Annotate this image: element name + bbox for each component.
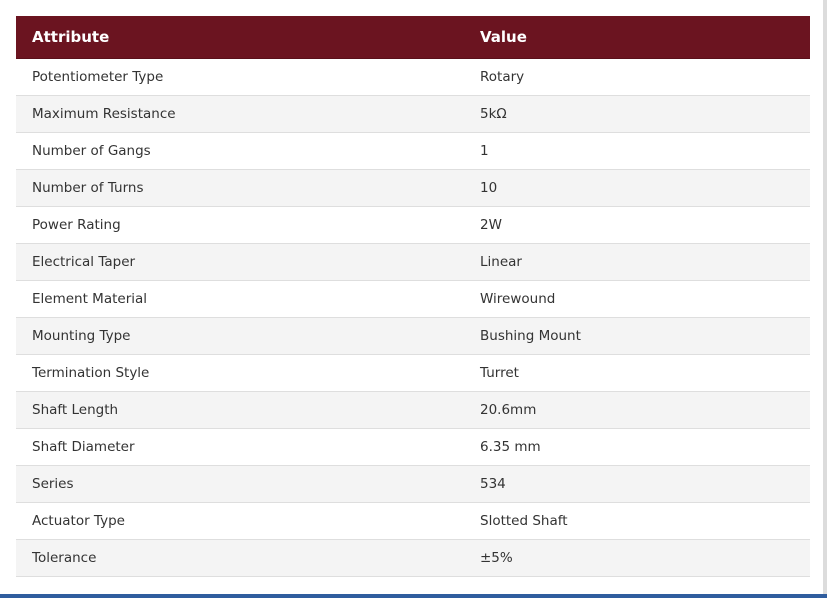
value-cell: Turret: [464, 354, 810, 392]
table-row: Series 534: [16, 465, 810, 503]
value-column-header: Value: [464, 16, 810, 59]
specifications-table: Attribute Value Potentiometer Type Rotar…: [16, 16, 810, 577]
table-body: Potentiometer Type Rotary Maximum Resist…: [16, 58, 810, 577]
attribute-cell: Shaft Length: [16, 391, 464, 429]
table-row: Potentiometer Type Rotary: [16, 58, 810, 96]
value-cell: 534: [464, 465, 810, 503]
attribute-cell: Number of Turns: [16, 169, 464, 207]
value-cell: 20.6mm: [464, 391, 810, 429]
table-row: Electrical Taper Linear: [16, 243, 810, 281]
attribute-cell: Maximum Resistance: [16, 95, 464, 133]
attribute-cell: Termination Style: [16, 354, 464, 392]
table-row: Number of Turns 10: [16, 169, 810, 207]
header-row: Attribute Value: [16, 16, 810, 59]
table-row: Maximum Resistance 5kΩ: [16, 95, 810, 133]
value-cell: ±5%: [464, 539, 810, 577]
attribute-cell: Number of Gangs: [16, 132, 464, 170]
value-cell: Bushing Mount: [464, 317, 810, 355]
table-row: Shaft Length 20.6mm: [16, 391, 810, 429]
table-row: Mounting Type Bushing Mount: [16, 317, 810, 355]
attribute-cell: Actuator Type: [16, 502, 464, 540]
table-row: Shaft Diameter 6.35 mm: [16, 428, 810, 466]
bottom-accent-bar: [0, 594, 827, 598]
attribute-cell: Potentiometer Type: [16, 58, 464, 96]
table-row: Termination Style Turret: [16, 354, 810, 392]
table-header: Attribute Value: [16, 16, 810, 59]
value-cell: 6.35 mm: [464, 428, 810, 466]
attribute-cell: Electrical Taper: [16, 243, 464, 281]
value-cell: Linear: [464, 243, 810, 281]
value-cell: 5kΩ: [464, 95, 810, 133]
table-row: Tolerance ±5%: [16, 539, 810, 577]
table-row: Number of Gangs 1: [16, 132, 810, 170]
attribute-cell: Shaft Diameter: [16, 428, 464, 466]
table-row: Power Rating 2W: [16, 206, 810, 244]
table-row: Actuator Type Slotted Shaft: [16, 502, 810, 540]
attribute-column-header: Attribute: [16, 16, 464, 59]
value-cell: 1: [464, 132, 810, 170]
value-cell: Slotted Shaft: [464, 502, 810, 540]
value-cell: 10: [464, 169, 810, 207]
attribute-cell: Tolerance: [16, 539, 464, 577]
value-cell: 2W: [464, 206, 810, 244]
attribute-cell: Power Rating: [16, 206, 464, 244]
scrollbar-track[interactable]: [823, 0, 827, 594]
attribute-cell: Series: [16, 465, 464, 503]
value-cell: Rotary: [464, 58, 810, 96]
attribute-cell: Element Material: [16, 280, 464, 318]
attribute-cell: Mounting Type: [16, 317, 464, 355]
table-row: Element Material Wirewound: [16, 280, 810, 318]
value-cell: Wirewound: [464, 280, 810, 318]
